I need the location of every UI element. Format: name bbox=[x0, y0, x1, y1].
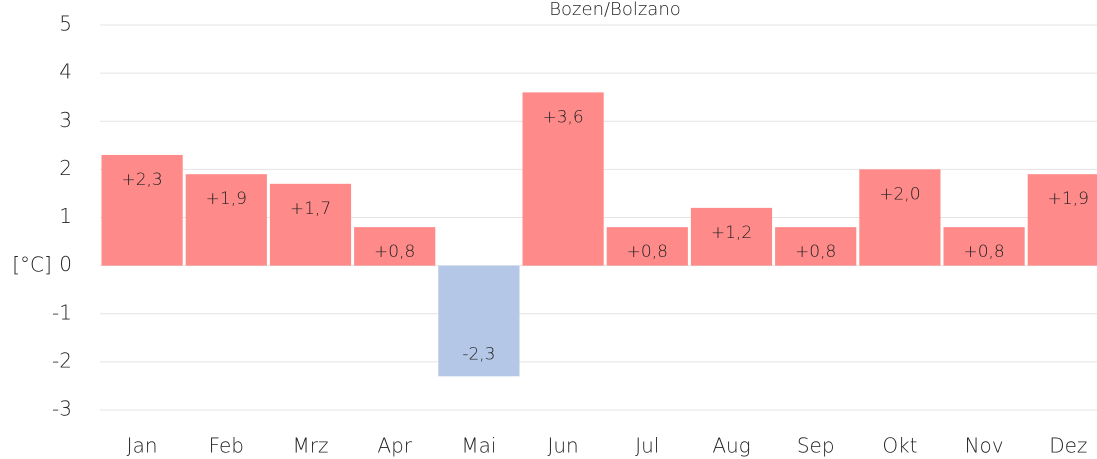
bar bbox=[101, 154, 183, 266]
bar bbox=[606, 227, 688, 266]
x-tick-label: Dez bbox=[1049, 434, 1087, 458]
y-axis-label: [°C] bbox=[12, 253, 52, 277]
x-tick-label: Mrz bbox=[293, 434, 329, 458]
y-tick-label: -3 bbox=[52, 397, 72, 421]
x-tick-label: Feb bbox=[209, 434, 244, 458]
data-label: +3,6 bbox=[542, 107, 583, 127]
y-tick-label: -1 bbox=[52, 300, 72, 324]
data-label: +0,8 bbox=[627, 242, 668, 262]
x-tick-label: Jun bbox=[547, 434, 578, 458]
chart-title: Bozen/Bolzano bbox=[549, 0, 681, 20]
data-label: +1,2 bbox=[711, 223, 752, 243]
bar bbox=[522, 92, 604, 266]
data-label: +0,8 bbox=[374, 242, 415, 262]
data-label: +2,0 bbox=[879, 184, 920, 204]
x-tick-label: Nov bbox=[965, 434, 1004, 458]
data-label: +1,9 bbox=[206, 189, 247, 209]
bar bbox=[1027, 174, 1097, 266]
data-label: +0,8 bbox=[795, 242, 836, 262]
bar bbox=[185, 174, 267, 266]
x-tick-label: Okt bbox=[882, 434, 917, 458]
y-tick-label: 0 bbox=[59, 252, 72, 276]
y-tick-label: 1 bbox=[59, 204, 72, 228]
x-tick-label: Sep bbox=[797, 434, 835, 458]
y-tick-label: 4 bbox=[59, 60, 72, 84]
bar bbox=[354, 227, 436, 266]
y-tick-label: 2 bbox=[59, 156, 72, 180]
bar bbox=[943, 227, 1025, 266]
x-tick-label: Jan bbox=[127, 434, 158, 458]
data-label: +1,9 bbox=[1048, 189, 1089, 209]
bar bbox=[438, 265, 520, 377]
x-tick-label: Aug bbox=[712, 434, 750, 458]
data-label: -2,3 bbox=[462, 344, 495, 364]
x-tick-label: Mai bbox=[461, 434, 496, 458]
bar bbox=[690, 207, 773, 266]
y-tick-label: -2 bbox=[52, 348, 72, 372]
y-tick-label: 5 bbox=[59, 12, 72, 36]
data-label: +0,8 bbox=[963, 242, 1004, 262]
bar bbox=[775, 227, 857, 266]
data-label: +1,7 bbox=[290, 199, 331, 219]
bar bbox=[859, 169, 941, 266]
y-tick-label: 3 bbox=[59, 108, 72, 132]
data-label: +2,3 bbox=[121, 170, 162, 190]
bar bbox=[269, 183, 352, 266]
x-tick-label: Jul bbox=[635, 434, 659, 458]
x-tick-label: Apr bbox=[377, 434, 412, 458]
